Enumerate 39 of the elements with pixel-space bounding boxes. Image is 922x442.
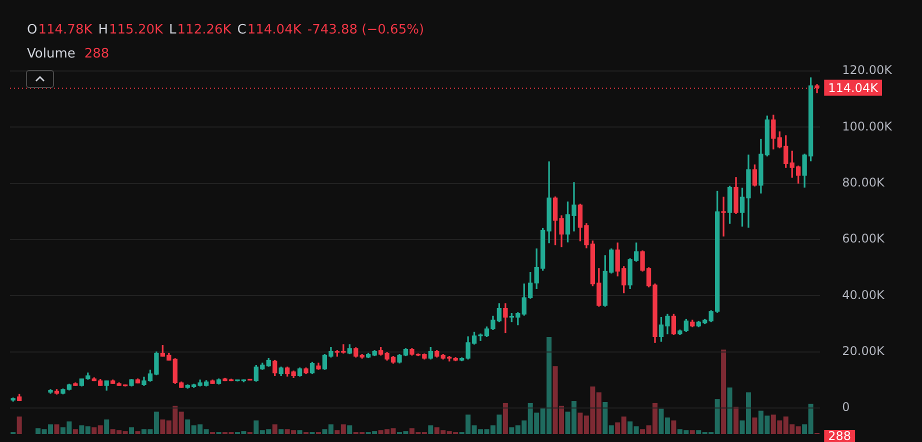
text: H [98, 22, 108, 38]
y-tick-label: 100.00K [842, 119, 894, 134]
text: 114.78K [38, 22, 93, 38]
bar [135, 431, 140, 434]
bar [16, 416, 22, 434]
y-tick-label: 0 [842, 400, 850, 414]
y-tick-label: 80.00K [842, 175, 886, 190]
bar [272, 424, 278, 434]
y-tick-label: 40.00K [842, 288, 886, 302]
bar [752, 418, 758, 434]
ref-line-label: 114.04K [828, 80, 880, 95]
text: L [169, 22, 178, 38]
bar [727, 387, 732, 434]
text: O [27, 22, 38, 38]
bar [428, 425, 434, 434]
text: 288 [828, 429, 852, 442]
bar [72, 429, 78, 434]
bar [734, 406, 739, 434]
bar [104, 419, 110, 434]
bar [671, 420, 676, 434]
text: Volume [27, 46, 76, 62]
y-tick-label: 60.00K [842, 232, 886, 246]
bar [502, 402, 508, 434]
bar [690, 430, 695, 434]
y-tick-label: 120.00K [842, 63, 894, 78]
text: 114.04K [247, 22, 302, 38]
text: 115.20K [109, 22, 164, 38]
text: 288 [84, 46, 110, 62]
candlestick [721, 196, 726, 236]
bar [129, 427, 134, 434]
bar [278, 429, 284, 434]
text: C [237, 22, 246, 38]
bar [347, 425, 352, 434]
bar [297, 430, 302, 434]
text: -743.88 (−0.65%) [307, 22, 424, 38]
bar [54, 424, 60, 434]
y-tick-label: 20.00K [842, 344, 886, 358]
text: 112.26K [177, 22, 232, 38]
bar [721, 350, 726, 434]
